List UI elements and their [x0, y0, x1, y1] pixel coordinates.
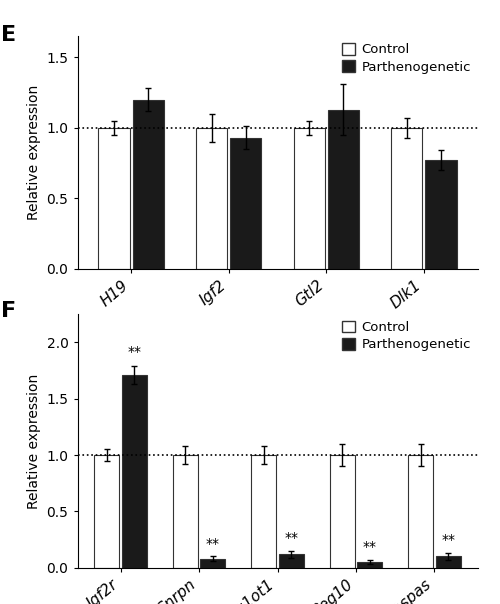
Bar — [426, 160, 456, 269]
Bar — [294, 128, 325, 269]
Bar — [98, 128, 130, 269]
Bar — [196, 128, 228, 269]
Y-axis label: Relative expression: Relative expression — [27, 373, 41, 509]
Bar — [436, 556, 460, 568]
Bar — [230, 138, 262, 269]
Text: **: ** — [441, 533, 455, 547]
Bar — [173, 455, 198, 568]
Bar — [357, 562, 382, 568]
Bar — [391, 128, 422, 269]
Bar — [330, 455, 355, 568]
Bar — [94, 455, 120, 568]
Bar — [132, 100, 164, 269]
Bar — [200, 559, 226, 568]
Bar — [278, 554, 304, 568]
Bar — [328, 109, 359, 269]
Text: **: ** — [206, 537, 220, 551]
Legend: Control, Parthenogenetic: Control, Parthenogenetic — [342, 321, 471, 352]
Text: **: ** — [284, 531, 298, 545]
Text: **: ** — [128, 345, 141, 359]
Y-axis label: Relative expression: Relative expression — [27, 85, 41, 220]
Bar — [122, 375, 147, 568]
Text: E: E — [2, 25, 16, 45]
Text: **: ** — [362, 540, 376, 554]
Bar — [408, 455, 433, 568]
Text: F: F — [2, 301, 16, 321]
Bar — [251, 455, 276, 568]
Legend: Control, Parthenogenetic: Control, Parthenogenetic — [342, 43, 471, 74]
